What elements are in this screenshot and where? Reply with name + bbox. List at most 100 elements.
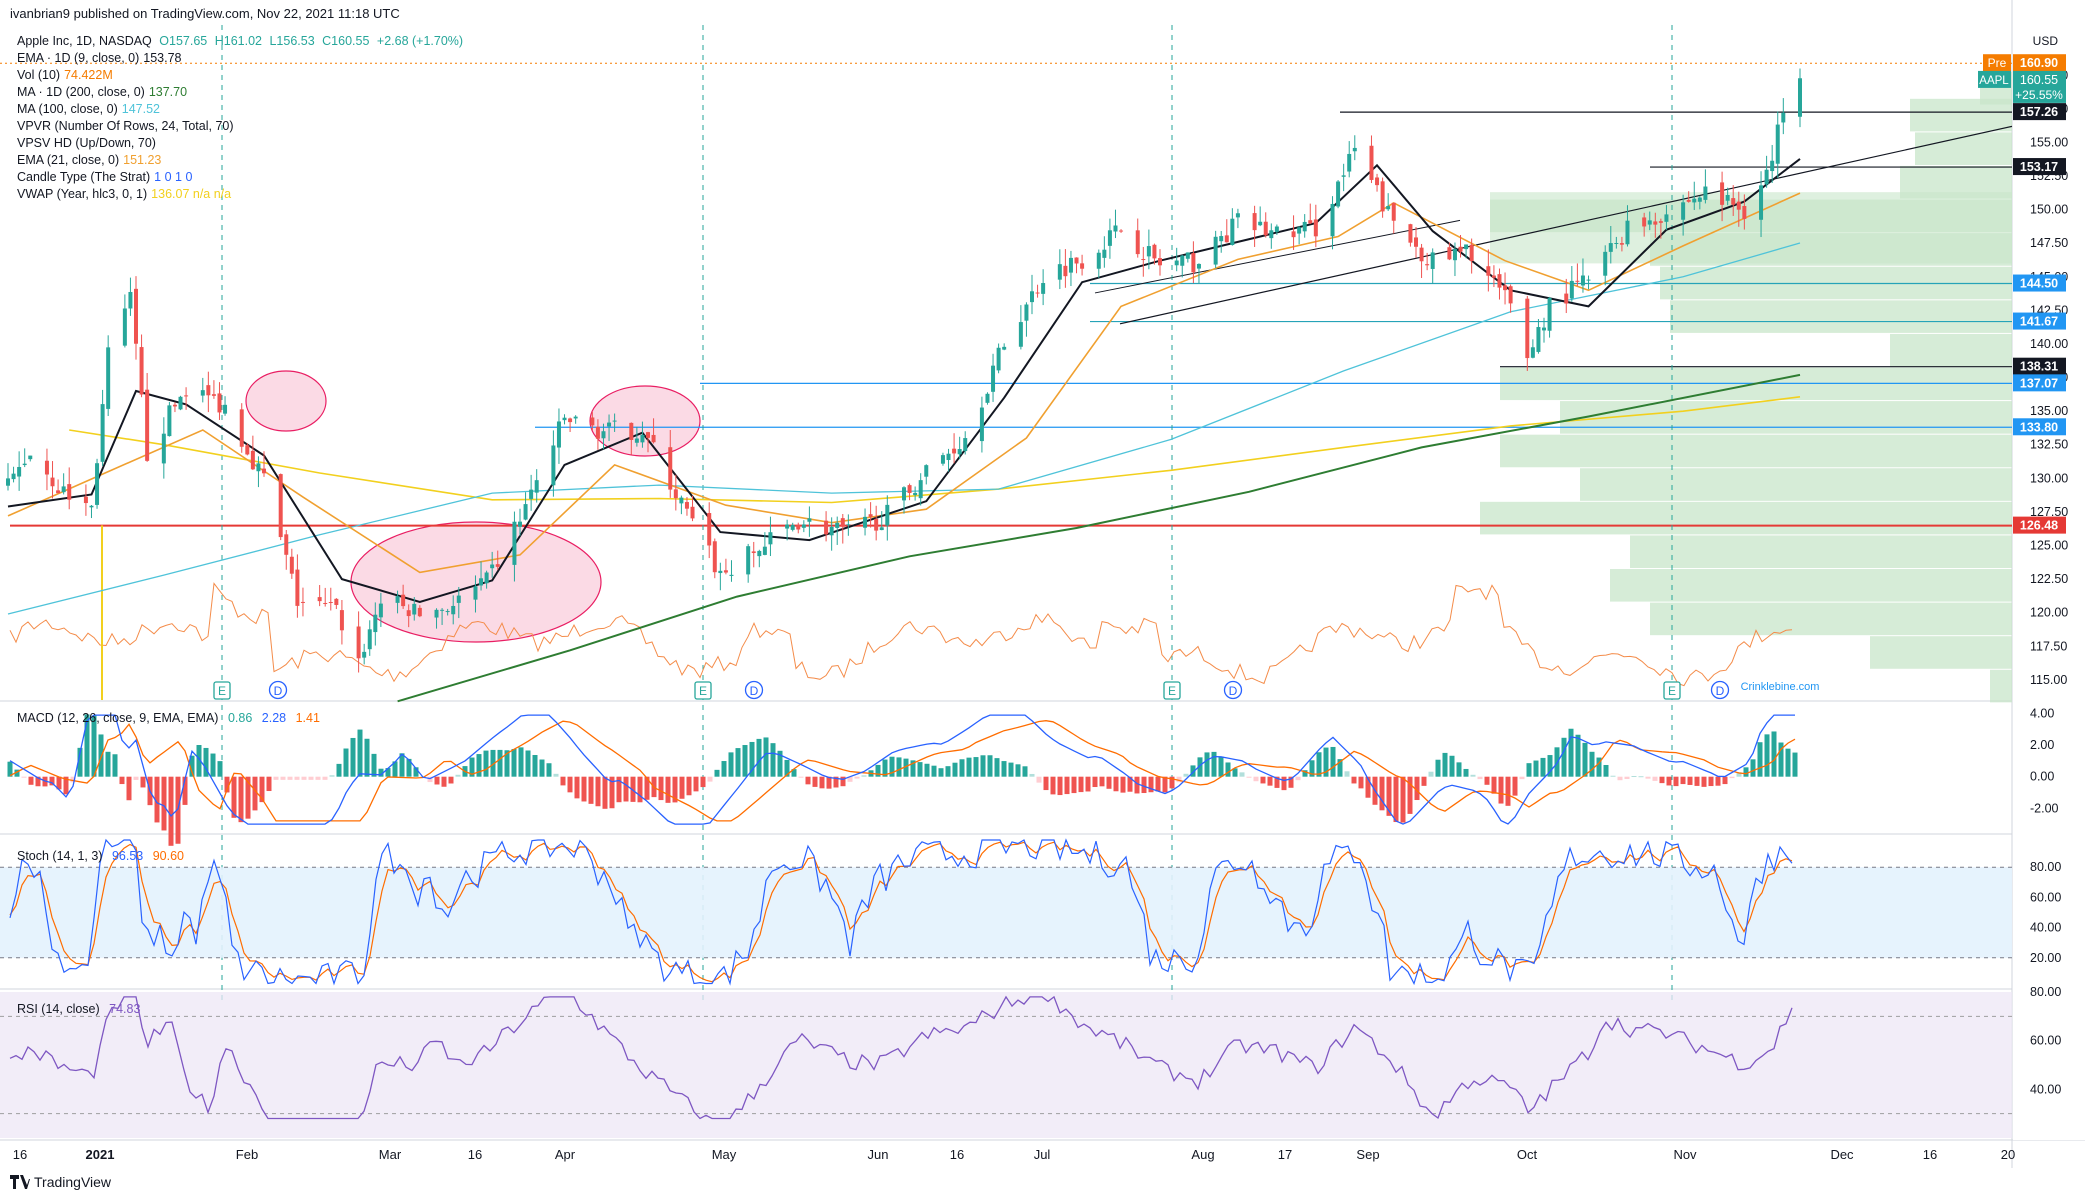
macd-histogram-bar [952, 762, 958, 777]
price-tag[interactable]: 153.17 [2013, 158, 2066, 176]
candle-body [412, 603, 417, 615]
candles[interactable] [6, 68, 1802, 673]
earnings-marker[interactable]: E [213, 681, 231, 700]
tag-box [2013, 70, 2066, 103]
price-axis[interactable]: USD160.00157.50155.00152.50150.00147.501… [1978, 0, 2085, 1140]
price-tag[interactable]: AAPL 160.55+25.55% [1978, 70, 2066, 103]
symbol-change: +2.68 (+1.70%) [376, 34, 464, 48]
candle-body [323, 603, 328, 605]
candle-body [1030, 291, 1034, 303]
macd-histogram-bar [119, 776, 125, 785]
time-tick-label: Jun [868, 1147, 889, 1162]
candle-body [796, 524, 801, 530]
macd-histogram-bar [329, 775, 335, 777]
candle-body [184, 395, 189, 397]
dividend-marker[interactable]: D [744, 680, 764, 700]
macd-histogram-bar [1610, 775, 1616, 777]
candle-body [1542, 327, 1546, 331]
highlight-ellipse [245, 370, 327, 432]
stoch-legend[interactable]: Stoch (14, 1, 3) 96.53 90.60 [17, 849, 184, 863]
indicator-row[interactable]: EMA · 1D (9, close, 0) 153.78 [17, 51, 182, 65]
time-axis[interactable]: 16 2021 Feb Mar 16 Apr May Jun 16 Jul Aug 17 Sep Oct N… [13, 1147, 2015, 1162]
dividend-marker[interactable]: D [268, 680, 288, 700]
macd-histogram-bar [966, 757, 972, 777]
tag-value: 160.55 [2020, 73, 2058, 87]
macd-histogram-bar [882, 759, 888, 777]
candle-body [172, 404, 177, 407]
candle-body [1375, 177, 1380, 186]
macd-histogram-bar [721, 761, 727, 777]
macd-histogram-bar [630, 776, 636, 802]
indicator-row[interactable]: MA · 1D (200, close, 0) 137.70 [17, 85, 187, 99]
candle-body [300, 601, 305, 603]
tag-value: 153.17 [2020, 160, 2058, 174]
macd-histogram-bar [1519, 776, 1525, 780]
candle-body [768, 532, 773, 545]
indicator-row[interactable]: MA (100, close, 0) 147.52 [17, 102, 160, 116]
price-tick-label: 155.00 [2030, 135, 2068, 149]
macd-histogram-bar [1190, 765, 1196, 777]
indicator-row[interactable]: VPVR (Number Of Rows, 24, Total, 70) [17, 119, 238, 133]
macd-histogram-bar [987, 755, 993, 777]
candle-body [1297, 227, 1302, 234]
rsi-pane[interactable] [0, 992, 2012, 1138]
stoch-pane[interactable] [0, 838, 2012, 986]
time-tick-label: Aug [1191, 1147, 1214, 1162]
macd-histogram-bar [469, 757, 475, 777]
rsi-legend[interactable]: RSI (14, close) 74.83 [17, 1002, 140, 1016]
macd-tick-label: -2.00 [2030, 801, 2059, 815]
price-tag[interactable]: 137.07 [2013, 374, 2066, 392]
price-tag[interactable]: 144.50 [2013, 274, 2066, 292]
price-tag[interactable]: Pre 160.90 [1983, 54, 2066, 72]
price-tag[interactable]: 141.67 [2013, 312, 2066, 330]
indicator-row[interactable]: VPSV HD (Up/Down, 70) [17, 136, 160, 150]
price-tag[interactable]: 133.80 [2013, 418, 2066, 436]
stoch-title: Stoch (14, 1, 3) [17, 849, 103, 863]
earnings-marker[interactable]: E [694, 681, 712, 700]
indicator-row[interactable]: EMA (21, close, 0) 151.23 [17, 153, 161, 167]
price-tag[interactable]: 138.31 [2013, 357, 2066, 375]
candle-body [885, 504, 890, 526]
price-tag[interactable]: 157.26 [2013, 103, 2066, 121]
symbol-name[interactable]: Apple Inc, 1D, NASDAQ [17, 34, 152, 48]
dividend-marker[interactable]: D [1710, 680, 1730, 700]
volume-profile-row [1650, 602, 2012, 636]
tag-box [2013, 274, 2066, 292]
trend-line-rising [1119, 125, 2013, 325]
candle-body [145, 389, 150, 461]
candle-body [278, 474, 283, 538]
rsi-tick-label: 80.00 [2030, 985, 2061, 999]
candle-body [1775, 124, 1780, 164]
event-markers[interactable]: E D E D E D E D Crinklebine.com [213, 680, 1819, 700]
macd-histogram-bar [336, 763, 342, 777]
candle-body [1486, 266, 1491, 276]
candle-body [317, 597, 322, 602]
candle-body [1235, 213, 1240, 218]
macd-histogram-bar [1421, 776, 1427, 786]
macd-legend[interactable]: MACD (12, 26, close, 9, EMA, EMA) 0.86 2… [17, 711, 320, 725]
candle-body [1452, 249, 1457, 261]
earnings-marker[interactable]: E [1663, 681, 1681, 700]
macd-histogram-bar [1008, 762, 1014, 777]
macd-pane[interactable] [7, 714, 1798, 846]
tag-box [2013, 418, 2066, 436]
indicator-row[interactable]: VWAP (Year, hlc3, 0, 1) 136.07 n/a n/a [17, 187, 231, 201]
time-tick-label: Apr [555, 1147, 576, 1162]
macd-histogram-bar [1428, 771, 1434, 777]
macd-histogram-bar [1701, 776, 1707, 787]
price-tick-label: 140.00 [2030, 337, 2068, 351]
indicator-row[interactable]: Candle Type (The Strat) 1 0 1 0 [17, 170, 192, 184]
price-tag[interactable]: 126.48 [2013, 516, 2066, 534]
indicator-row[interactable]: Vol (10) 74.422M [17, 68, 113, 82]
earnings-marker[interactable]: E [1163, 681, 1181, 700]
tag-value: 126.48 [2020, 519, 2058, 533]
macd-histogram-bar [1659, 776, 1665, 784]
candle-body [963, 438, 968, 452]
macd-histogram-bar [196, 745, 202, 777]
macd-histogram-bar [756, 738, 762, 777]
dividend-marker[interactable]: D [1223, 680, 1243, 700]
time-tick-label: 16 [468, 1147, 482, 1162]
tradingview-footer[interactable]: TradingView [10, 1174, 111, 1190]
macd-histogram-bar [602, 776, 608, 809]
